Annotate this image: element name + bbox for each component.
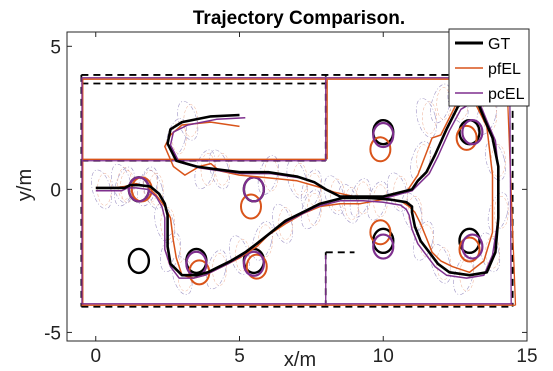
y-tick-label: 5 <box>50 37 61 58</box>
legend-label-gt: GT <box>488 36 510 53</box>
landmark-pcel <box>372 233 395 260</box>
uncertainty-ellipse <box>484 140 506 181</box>
uncertainty-ellipse <box>307 173 322 206</box>
uncertainty-ellipse <box>485 236 500 269</box>
uncertainty-ellipse <box>487 192 509 233</box>
uncertainty-ellipse <box>278 207 293 240</box>
legend-label-pfel: pfEL <box>488 61 521 78</box>
uncertainty-ellipse <box>494 196 509 229</box>
wall-segment-pcel <box>509 77 512 304</box>
trajectory-line-pfel <box>95 99 494 279</box>
uncertainty-ellipse <box>323 175 345 215</box>
uncertainty-ellipse <box>160 232 181 273</box>
uncertainty-ellipse <box>252 221 273 261</box>
landmark-gt <box>458 227 481 255</box>
uncertainty-ellipse <box>208 149 230 190</box>
uncertainty-ellipse <box>160 207 175 240</box>
uncertainty-ellipse <box>416 144 431 177</box>
uncertainty-ellipse <box>272 203 294 244</box>
map-walls <box>80 74 517 308</box>
landmark-pcel <box>242 250 265 277</box>
uncertainty-ellipse <box>97 173 112 206</box>
landmarks <box>127 118 484 286</box>
x-tick-label: 10 <box>373 346 394 367</box>
uncertainty-ellipse <box>286 159 308 200</box>
y-tick-label: -5 <box>44 323 61 344</box>
uncertainty-ellipse <box>476 95 498 135</box>
uncertainty-ellipse <box>410 140 432 181</box>
y-axis-label: y/m <box>14 169 36 201</box>
y-tick-label: 0 <box>50 180 61 201</box>
uncertainty-ellipse <box>430 243 452 284</box>
landmark-pcel <box>372 121 395 149</box>
landmark-pfel <box>245 253 268 280</box>
landmark-pfel <box>369 136 392 163</box>
chart-title: Trajectory Comparison. <box>193 8 405 29</box>
uncertainty-ellipse <box>117 167 132 200</box>
x-tick-label: 15 <box>516 346 537 367</box>
uncertainty-ellipse <box>413 221 434 261</box>
uncertainty-ellipse <box>235 238 250 272</box>
x-tick-label: 5 <box>234 346 245 367</box>
landmark-pfel <box>369 219 392 246</box>
x-tick-label: 0 <box>90 346 101 367</box>
landmark-pcel <box>242 176 265 203</box>
landmark-pcel <box>461 233 484 260</box>
uncertainty-ellipse <box>300 189 322 230</box>
uncertainty-ellipse <box>422 101 437 135</box>
uncertainty-ellipse <box>142 169 164 210</box>
uncertainty-ellipse <box>154 203 176 244</box>
uncertainty-ellipse <box>300 169 322 210</box>
legend: GT pfEL pcEL <box>448 28 530 107</box>
uncertainty-ellipse <box>415 98 437 138</box>
trajectories <box>95 96 500 279</box>
trajectory-line-gt <box>95 96 500 277</box>
x-axis-label: x/m <box>284 349 316 371</box>
landmark-pfel <box>455 124 478 151</box>
legend-label-pcel: pcEL <box>488 86 525 103</box>
landmark-pfel <box>240 193 262 220</box>
uncertainty-ellipse <box>114 166 135 207</box>
landmark-gt <box>127 247 151 275</box>
uncertainty-ellipse <box>165 118 187 158</box>
uncertainty-ellipse <box>401 192 423 233</box>
landmark-pfel <box>458 236 481 263</box>
wall-segment-pfel <box>506 79 517 306</box>
landmark-pcel <box>461 119 484 146</box>
landmark-pcel <box>127 176 150 203</box>
